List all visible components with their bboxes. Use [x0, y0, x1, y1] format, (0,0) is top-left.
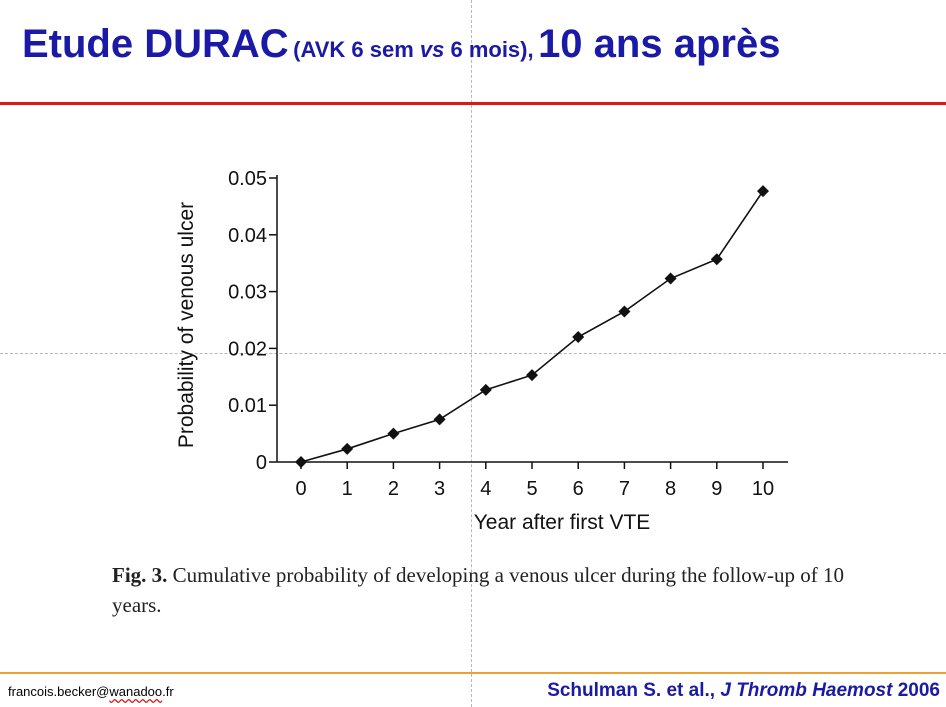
y-tick-label: 0	[256, 452, 267, 474]
x-tick-label: 2	[388, 478, 399, 500]
y-tick-label: 0.05	[228, 168, 267, 190]
x-tick-label: 7	[619, 478, 630, 500]
x-axis: 0 1 2 3 4 5 6 7 8 9 10	[277, 461, 788, 500]
y-tick-label: 0.01	[228, 395, 267, 417]
data-point-marker	[664, 272, 677, 285]
x-tick-label: 3	[434, 478, 445, 500]
author-email: francois.becker@wanadoo.fr	[8, 684, 174, 699]
x-tick-label: 0	[295, 478, 306, 500]
email-user: francois.becker	[8, 684, 97, 699]
title-underline	[0, 102, 946, 105]
x-tick-label: 10	[752, 478, 774, 500]
data-point-marker	[757, 185, 769, 198]
data-point-marker	[618, 305, 631, 318]
x-tick-label: 9	[711, 478, 722, 500]
citation-journal: J Thromb Haemost	[720, 680, 893, 701]
horizontal-guide-line	[0, 353, 946, 354]
email-tld: .fr	[162, 684, 174, 699]
series	[295, 185, 769, 468]
figure-caption-text: Cumulative probability of developing a v…	[112, 563, 844, 617]
title-subtitle-vs: vs	[419, 37, 445, 62]
title-subtitle: (AVK 6 sem vs 6 mois),	[293, 37, 533, 62]
y-axis-label: Probability of venous ulcer	[175, 202, 198, 448]
figure-number: Fig. 3.	[112, 563, 168, 587]
figure-caption: Fig. 3. Cumulative probability of develo…	[112, 560, 852, 620]
x-tick-label: 6	[573, 478, 584, 500]
data-point-marker	[433, 413, 446, 426]
y-tick-label: 0.03	[228, 282, 267, 304]
footer-rule	[0, 672, 946, 674]
data-point-marker	[341, 442, 354, 455]
series-line	[300, 190, 764, 463]
x-tick-label: 4	[480, 478, 491, 500]
y-tick-label: 0.04	[228, 225, 267, 247]
title-years-after: 10 ans après	[538, 22, 781, 66]
data-point-marker	[526, 369, 538, 382]
x-tick-label: 1	[342, 478, 353, 500]
data-point-marker	[710, 253, 723, 266]
email-domain: wanadoo	[109, 684, 163, 699]
citation: Schulman S. et al., J Thromb Haemost 200…	[547, 680, 940, 702]
x-tick-label: 8	[665, 478, 676, 500]
data-point-marker	[572, 331, 585, 344]
x-axis-label: Year after first VTE	[474, 511, 651, 534]
citation-year: 2006	[892, 680, 940, 701]
data-point-marker	[387, 427, 400, 440]
citation-authors: Schulman S. et al.,	[547, 680, 721, 701]
title-subtitle-a: (AVK 6 sem	[293, 37, 420, 62]
slide-title: Etude DURAC (AVK 6 sem vs 6 mois), 10 an…	[22, 22, 932, 67]
data-point-marker	[479, 383, 492, 396]
data-point-marker	[295, 456, 307, 468]
y-tick-label: 0.02	[228, 338, 267, 360]
x-tick-label: 5	[526, 478, 537, 500]
title-study-name: Etude DURAC	[22, 22, 289, 66]
email-at: @	[96, 684, 110, 699]
title-subtitle-b: 6 mois),	[444, 37, 534, 62]
y-axis: 0 0.01 0.02 0.03 0.04 0.05	[228, 168, 278, 474]
